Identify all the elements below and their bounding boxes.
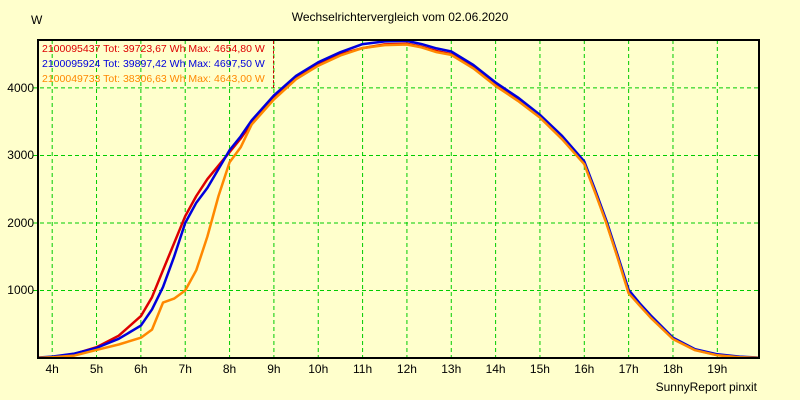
chart-title: Wechselrichtervergleich vom 02.06.2020 — [291, 10, 509, 24]
x-tick-label-5h: 5h — [89, 362, 104, 376]
series-line-2100049733 — [37, 43, 759, 360]
x-tick-label-6h: 6h — [134, 362, 148, 376]
series-line-2100095437 — [37, 42, 759, 359]
x-tick-label-7h: 7h — [178, 362, 192, 376]
legend-box: 2100095437 Tot: 39723,67 Wh Max: 4654,80… — [40, 41, 274, 88]
x-tick-label-19h: 19h — [707, 362, 728, 376]
x-tick-label-16h: 16h — [574, 362, 595, 376]
x-tick-label-9h: 9h — [267, 362, 281, 376]
x-tick-label-10h: 10h — [308, 362, 329, 376]
x-tick-label-15h: 15h — [529, 362, 550, 376]
legend-item-inverter-3: 2100049733 Tot: 38306,63 Wh Max: 4643,00… — [42, 73, 265, 85]
x-tick-label-18h: 18h — [662, 362, 683, 376]
x-axis-tick-labels: 4h 5h 6h 7h 8h 9h 10h 11h 12h 13h 14h 15h 16h 17h 18h 1… — [0, 362, 800, 378]
x-tick-label-13h: 13h — [441, 362, 462, 376]
x-tick-label-14h: 14h — [485, 362, 506, 376]
y-tick-label-2000: 2000 — [7, 215, 34, 230]
credit-label: SunnyReport pinxit — [655, 380, 757, 394]
y-tick-label-1000: 1000 — [7, 283, 34, 298]
y-tick-label-3000: 3000 — [7, 148, 34, 163]
x-tick-label-4h: 4h — [45, 362, 59, 376]
x-tick-label-17h: 17h — [618, 362, 639, 376]
x-tick-label-11h: 11h — [353, 362, 373, 376]
y-axis-unit-label: W — [31, 13, 43, 27]
y-tick-label-4000: 4000 — [7, 80, 34, 95]
legend-item-inverter-2: 2100095924 Tot: 39897,42 Wh Max: 4697,50… — [42, 58, 265, 70]
legend-item-inverter-1: 2100095437 Tot: 39723,67 Wh Max: 4654,80… — [42, 43, 265, 55]
x-tick-label-8h: 8h — [222, 362, 237, 376]
plot-border — [37, 39, 760, 359]
x-tick-label-12h: 12h — [396, 362, 417, 376]
